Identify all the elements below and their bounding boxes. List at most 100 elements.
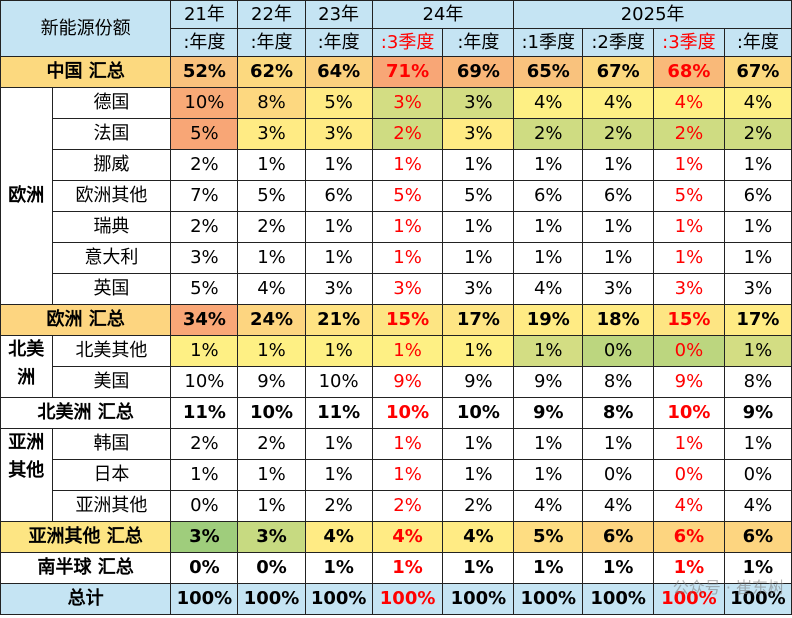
year-header: 21年: [170, 0, 239, 29]
period-header: :年度: [442, 28, 515, 57]
share-cell: 4%: [582, 490, 655, 522]
share-cell: 1%: [582, 242, 655, 274]
period-header: :年度: [237, 28, 306, 57]
share-cell: 100%: [723, 583, 792, 615]
share-cell: 1%: [371, 335, 444, 367]
period-header: :年度: [170, 28, 239, 57]
country-label: 挪威: [51, 149, 172, 181]
share-cell: 10%: [170, 87, 239, 119]
share-cell: 3%: [582, 273, 655, 305]
share-cell: 100%: [237, 583, 306, 615]
country-label: 韩国: [51, 428, 172, 460]
share-cell: 3%: [304, 273, 373, 305]
share-cell: 52%: [170, 56, 239, 88]
table-row: 美国 10% 9% 10% 9% 9% 9% 8% 9% 8%: [1, 366, 792, 398]
share-cell: 1%: [582, 149, 655, 181]
share-cell: 1%: [513, 459, 584, 491]
share-cell: 1%: [653, 552, 725, 584]
share-cell: 1%: [170, 459, 239, 491]
share-cell: 10%: [653, 397, 725, 429]
share-cell: 17%: [723, 304, 792, 336]
share-cell: 8%: [723, 366, 792, 398]
region-group-label: 欧洲: [0, 87, 53, 305]
year-header: 22年: [237, 0, 306, 29]
share-cell: 2%: [170, 149, 239, 181]
share-cell: 5%: [304, 87, 373, 119]
table-row: 总计 100% 100% 100% 100% 100% 100% 100% 100% 100%: [0, 583, 792, 615]
country-label: 亚洲其他: [51, 490, 172, 522]
summary-label: 中国 汇总: [0, 56, 172, 88]
share-cell: 1%: [723, 242, 792, 274]
share-cell: 1%: [304, 211, 373, 243]
table-row: 瑞典 2% 2% 1% 1% 1% 1% 1% 1% 1%: [1, 211, 792, 243]
share-cell: 1%: [237, 242, 306, 274]
share-cell: 4%: [723, 490, 792, 522]
share-cell: 100%: [442, 583, 515, 615]
share-cell: 3%: [170, 521, 239, 553]
share-cell: 1%: [582, 428, 655, 460]
country-label: 德国: [51, 87, 172, 119]
share-cell: 69%: [442, 56, 515, 88]
share-cell: 1%: [237, 335, 306, 367]
share-cell: 17%: [442, 304, 515, 336]
share-cell: 9%: [513, 397, 584, 429]
share-cell: 5%: [513, 521, 584, 553]
country-label: 英国: [51, 273, 172, 305]
share-cell: 1%: [442, 459, 515, 491]
summary-label: 北美洲 汇总: [0, 397, 172, 429]
share-cell: 18%: [582, 304, 655, 336]
share-cell: 3%: [442, 87, 515, 119]
share-cell: 64%: [304, 56, 373, 88]
share-cell: 2%: [371, 118, 444, 150]
share-cell: 8%: [582, 397, 655, 429]
share-cell: 100%: [304, 583, 373, 615]
share-cell: 9%: [442, 366, 515, 398]
share-cell: 5%: [442, 180, 515, 212]
share-cell: 10%: [304, 366, 373, 398]
share-cell: 4%: [371, 521, 444, 553]
share-cell: 7%: [170, 180, 239, 212]
share-cell: 1%: [371, 428, 444, 460]
share-cell: 1%: [723, 211, 792, 243]
table-row: 欧洲 德国 10% 8% 5% 3% 3% 4% 4% 4% 4%: [0, 87, 792, 305]
share-cell: 0%: [653, 459, 725, 491]
share-cell: 1%: [723, 335, 792, 367]
share-cell: 100%: [170, 583, 239, 615]
period-header: :3季度: [371, 28, 444, 57]
share-cell: 1%: [653, 428, 725, 460]
share-cell: 1%: [513, 552, 584, 584]
share-cell: 10%: [170, 366, 239, 398]
period-header: :年度: [723, 28, 792, 57]
share-cell: 3%: [371, 87, 444, 119]
share-cell: 5%: [170, 118, 239, 150]
share-cell: 6%: [653, 521, 725, 553]
share-cell: 6%: [582, 521, 655, 553]
share-cell: 5%: [371, 180, 444, 212]
share-cell: 9%: [237, 366, 306, 398]
share-cell: 68%: [653, 56, 725, 88]
share-cell: 3%: [170, 242, 239, 274]
share-cell: 8%: [237, 87, 306, 119]
share-cell: 19%: [513, 304, 584, 336]
share-cell: 1%: [371, 459, 444, 491]
share-cell: 2%: [442, 490, 515, 522]
share-cell: 15%: [653, 304, 725, 336]
share-cell: 6%: [723, 180, 792, 212]
period-header: :3季度: [653, 28, 725, 57]
table-row: 北美洲 北美其他 1% 1% 1% 1% 1% 1% 0% 0% 1%: [0, 335, 792, 398]
table-row: 英国 5% 4% 3% 3% 3% 4% 3% 3% 3%: [1, 273, 792, 305]
region-group-label: 亚洲其他: [0, 428, 53, 522]
table-row: 亚洲其他 汇总 3% 3% 4% 4% 4% 5% 6% 6% 6%: [0, 521, 792, 553]
share-cell: 1%: [237, 490, 306, 522]
share-cell: 2%: [723, 118, 792, 150]
region-group-label: 北美洲: [0, 335, 53, 398]
share-cell: 100%: [653, 583, 725, 615]
share-cell: 5%: [170, 273, 239, 305]
share-cell: 0%: [723, 459, 792, 491]
share-cell: 67%: [723, 56, 792, 88]
summary-label: 亚洲其他 汇总: [0, 521, 172, 553]
share-cell: 1%: [723, 552, 792, 584]
share-cell: 1%: [371, 211, 444, 243]
country-label: 瑞典: [51, 211, 172, 243]
share-cell: 2%: [170, 428, 239, 460]
